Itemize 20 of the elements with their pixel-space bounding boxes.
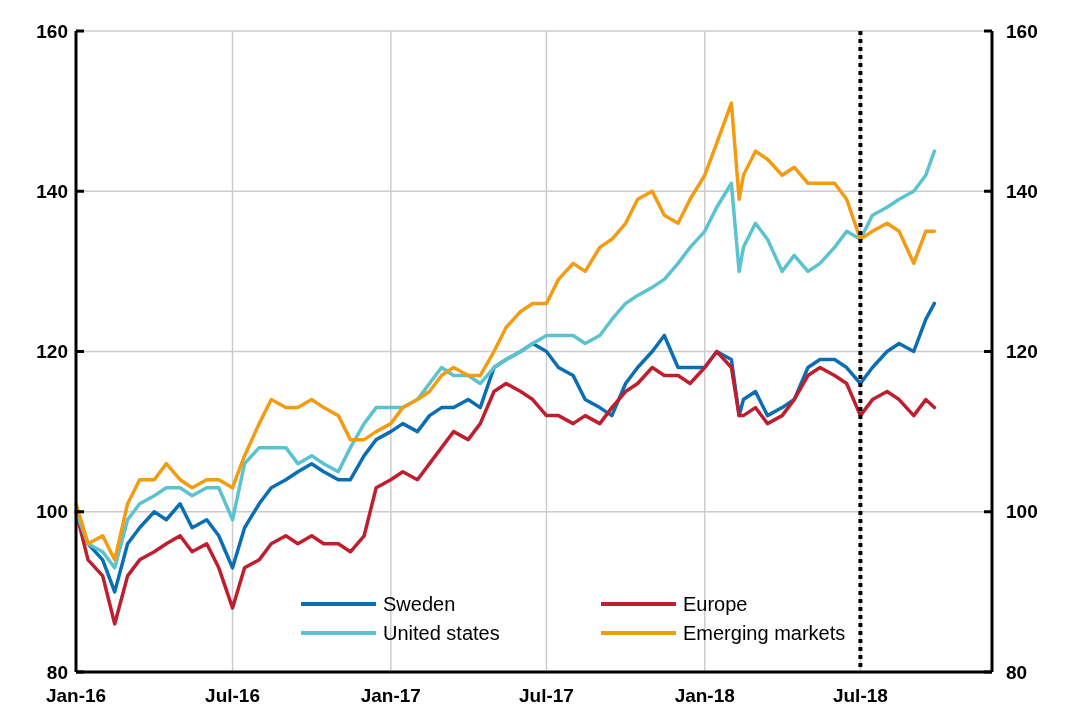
legend-label: United states bbox=[383, 622, 500, 644]
legend-label: Emerging markets bbox=[683, 622, 846, 644]
y-tick-label: 80 bbox=[46, 661, 68, 683]
x-tick-label: Jan-16 bbox=[45, 685, 107, 706]
y-tick-label: 100 bbox=[36, 501, 68, 523]
legend-label: Sweden bbox=[383, 593, 456, 615]
y-tick-label: 160 bbox=[36, 20, 68, 42]
y2-tick-label: 160 bbox=[1006, 20, 1038, 42]
x-tick-label: Jan-17 bbox=[360, 685, 421, 706]
y2-tick-label: 80 bbox=[1006, 661, 1028, 683]
x-tick-label: Jul-17 bbox=[519, 685, 574, 706]
y2-tick-label: 100 bbox=[1006, 501, 1038, 523]
y2-tick-label: 120 bbox=[1006, 341, 1038, 363]
x-tick-label: Jul-18 bbox=[832, 685, 888, 706]
legend-label: Europe bbox=[683, 593, 748, 615]
y2-tick-label: 140 bbox=[1006, 180, 1038, 202]
x-tick-label: Jan-18 bbox=[674, 685, 735, 706]
y-tick-label: 140 bbox=[36, 180, 68, 202]
x-tick-label: Jul-16 bbox=[205, 685, 260, 706]
y-tick-label: 120 bbox=[36, 341, 68, 363]
